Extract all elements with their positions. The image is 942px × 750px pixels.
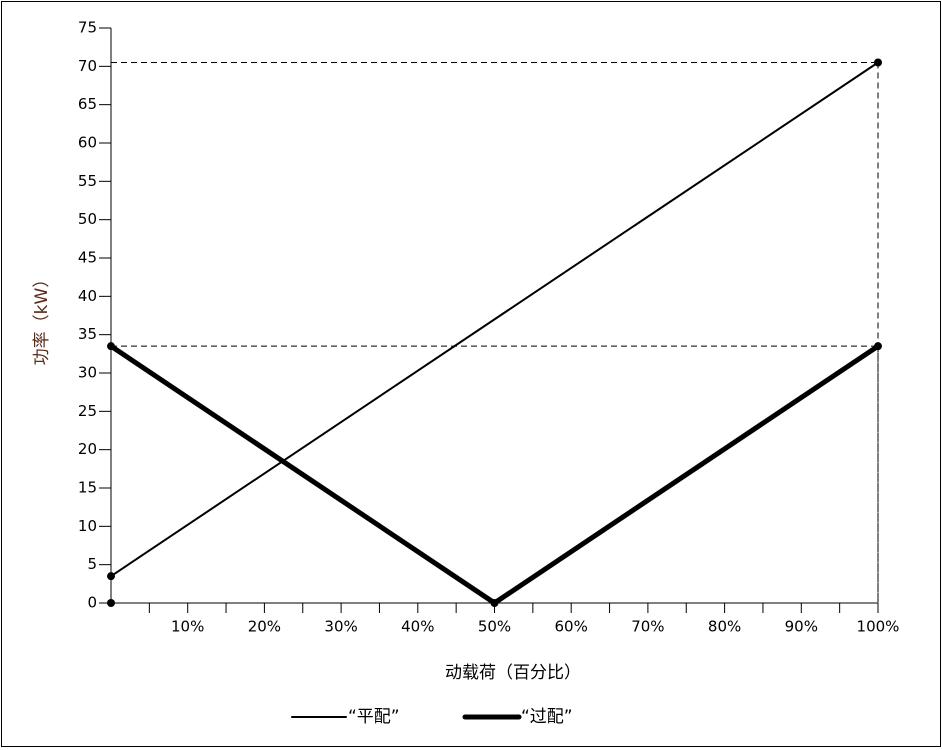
point — [490, 599, 499, 607]
origin-point — [107, 599, 115, 607]
y-axis-title: 功率（kW） — [32, 271, 52, 366]
y-tick-label: 5 — [87, 555, 97, 573]
x-tick-label: 30% — [324, 618, 357, 636]
y-tick-label: 50 — [78, 210, 97, 228]
x-tick-label: 100% — [857, 618, 900, 636]
point — [874, 58, 882, 67]
y-tick-label: 20 — [78, 440, 97, 458]
legend-label: “过配” — [521, 707, 573, 727]
y-tick-label: 65 — [78, 95, 97, 113]
x-tick-label: 10% — [171, 618, 204, 636]
y-tick-label: 10 — [78, 517, 97, 535]
y-tick-label: 15 — [78, 479, 97, 497]
x-tick-label: 80% — [708, 618, 741, 636]
x-tick-label: 70% — [631, 618, 664, 636]
series-line — [108, 343, 881, 606]
y-tick-label: 35 — [78, 325, 97, 343]
legend-label: “平配” — [348, 707, 400, 727]
y-tick-label: 60 — [78, 134, 97, 152]
x-tick-label: 60% — [555, 618, 588, 636]
y-tick-label: 70 — [78, 57, 97, 75]
x-tick-label: 50% — [478, 618, 511, 636]
x-tick-label: 90% — [785, 618, 818, 636]
y-tick-label: 75 — [78, 19, 97, 37]
y-tick-label: 30 — [78, 364, 97, 382]
point — [107, 342, 115, 351]
y-tick-label: 55 — [78, 172, 97, 190]
y-tick-label: 45 — [78, 249, 97, 267]
y-tick-label: 25 — [78, 402, 97, 420]
y-tick-label: 0 — [87, 594, 97, 612]
point — [107, 572, 115, 581]
x-tick-label: 20% — [248, 618, 281, 636]
y-tick-label: 40 — [78, 287, 97, 305]
series-line — [110, 61, 879, 578]
x-tick-label: 40% — [401, 618, 434, 636]
x-axis-title: 动载荷（百分比） — [445, 663, 581, 683]
point — [874, 342, 882, 351]
